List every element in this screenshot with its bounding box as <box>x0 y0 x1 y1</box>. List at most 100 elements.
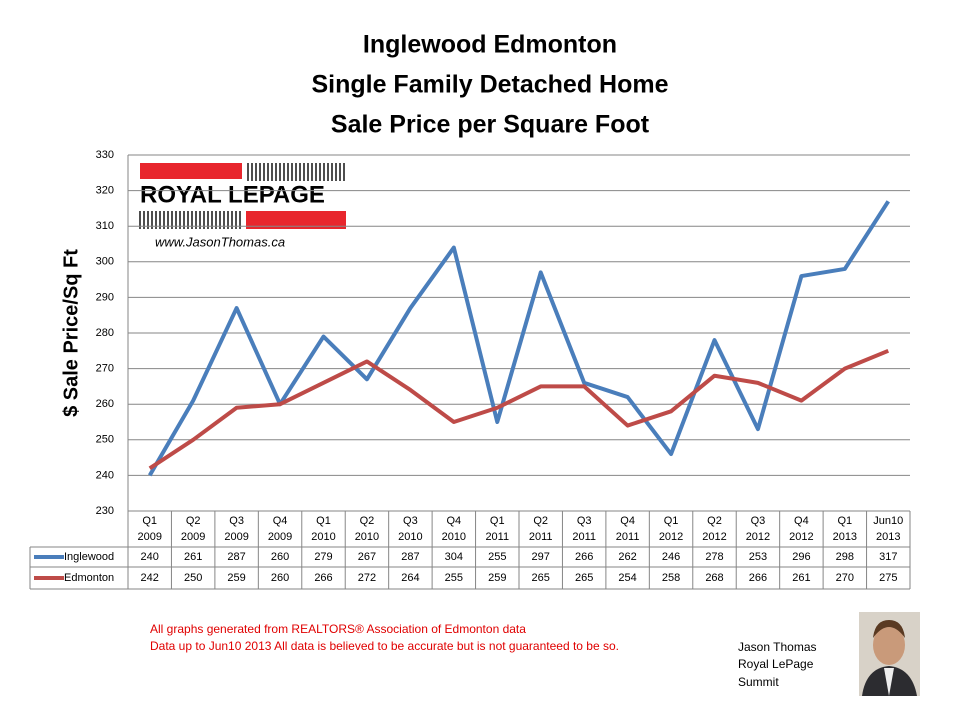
table-value: 270 <box>836 572 854 584</box>
table-value: 268 <box>705 572 723 584</box>
logo-bar <box>140 163 242 179</box>
table-value: 260 <box>271 572 289 584</box>
x-tick-label: 2009 <box>268 531 292 543</box>
x-tick-label: 2012 <box>702 531 726 543</box>
x-tick-label: Q4 <box>273 515 288 527</box>
x-tick-label: Q1 <box>142 515 157 527</box>
chart-title: Sale Price per Square Foot <box>331 111 650 139</box>
y-tick-label: 240 <box>96 469 114 481</box>
footnote: All graphs generated from REALTORS® Asso… <box>150 622 526 636</box>
x-tick-label: 2009 <box>181 531 205 543</box>
table-value: 261 <box>184 551 202 563</box>
x-tick-label: 2009 <box>224 531 248 543</box>
table-value: 253 <box>749 551 767 563</box>
x-tick-label: Q3 <box>229 515 244 527</box>
chart-title: Inglewood Edmonton <box>363 31 617 59</box>
table-value: 259 <box>227 572 245 584</box>
footnote: Data up to Jun10 2013 All data is believ… <box>150 639 619 653</box>
series-line <box>148 348 890 470</box>
x-tick-label: Q4 <box>620 515 635 527</box>
x-tick-label: 2009 <box>137 531 161 543</box>
logo: ROYAL LEPAGE www.JasonThomas.ca <box>139 163 346 249</box>
x-tick-label: 2013 <box>876 531 900 543</box>
x-tick-label: 2012 <box>789 531 813 543</box>
x-tick-label: Q3 <box>751 515 766 527</box>
table-value: 261 <box>792 572 810 584</box>
x-tick-label: 2011 <box>616 531 640 543</box>
x-tick-label: 2012 <box>746 531 770 543</box>
table-value: 246 <box>662 551 680 563</box>
y-tick-label: 320 <box>96 185 114 197</box>
x-tick-label: 2011 <box>485 531 509 543</box>
y-tick-label: 310 <box>96 220 114 232</box>
table-value: 262 <box>618 551 636 563</box>
x-tick-label: 2012 <box>659 531 683 543</box>
x-tick-label: Q2 <box>360 515 375 527</box>
chart-title: Single Family Detached Home <box>311 71 668 99</box>
table-value: 298 <box>836 551 854 563</box>
table-value: 258 <box>662 572 680 584</box>
table-value: 266 <box>575 551 593 563</box>
x-tick-label: 2010 <box>442 531 466 543</box>
legend-label: Inglewood <box>64 551 114 563</box>
signature: Jason Thomas <box>738 640 817 654</box>
table-value: 255 <box>445 572 463 584</box>
x-tick-label: Q1 <box>316 515 331 527</box>
logo-brand: ROYAL LEPAGE <box>140 181 325 208</box>
table-value: 266 <box>314 572 332 584</box>
x-tick-label: 2010 <box>311 531 335 543</box>
table-value: 266 <box>749 572 767 584</box>
x-tick-label: Q3 <box>577 515 592 527</box>
y-tick-label: 270 <box>96 363 114 375</box>
x-tick-label: Jun10 <box>873 515 903 527</box>
y-tick-label: 250 <box>96 434 114 446</box>
y-tick-label: 290 <box>96 291 114 303</box>
x-tick-label: Q1 <box>664 515 679 527</box>
table-value: 264 <box>401 572 419 584</box>
logo-bar <box>246 211 346 229</box>
y-tick-label: 330 <box>96 149 114 161</box>
table-value: 255 <box>488 551 506 563</box>
table-value: 265 <box>575 572 593 584</box>
x-tick-label: 2011 <box>572 531 596 543</box>
photo <box>859 612 920 696</box>
table-value: 275 <box>879 572 897 584</box>
y-tick-label: 230 <box>96 505 114 517</box>
table-value: 267 <box>358 551 376 563</box>
x-tick-label: 2011 <box>529 531 553 543</box>
table-value: 278 <box>705 551 723 563</box>
table-value: 250 <box>184 572 202 584</box>
table-value: 317 <box>879 551 897 563</box>
table-value: 259 <box>488 572 506 584</box>
table-value: 265 <box>532 572 550 584</box>
y-tick-label: 300 <box>96 256 114 268</box>
table-value: 279 <box>314 551 332 563</box>
table-value: 287 <box>401 551 419 563</box>
table-value: 296 <box>792 551 810 563</box>
x-tick-label: Q2 <box>533 515 548 527</box>
x-tick-label: Q4 <box>446 515 461 527</box>
legend-label: Edmonton <box>64 572 114 584</box>
x-tick-label: 2010 <box>398 531 422 543</box>
x-tick-label: Q1 <box>490 515 505 527</box>
table-value: 260 <box>271 551 289 563</box>
logo-barcode <box>139 163 345 229</box>
x-tick-label: 2010 <box>355 531 379 543</box>
table-value: 240 <box>141 551 159 563</box>
series-line <box>147 200 890 477</box>
x-tick-label: Q1 <box>837 515 852 527</box>
x-tick-label: Q3 <box>403 515 418 527</box>
table-value: 304 <box>445 551 463 563</box>
y-tick-label: 260 <box>96 398 114 410</box>
x-tick-label: Q2 <box>186 515 201 527</box>
y-tick-label: 280 <box>96 327 114 339</box>
signature: Royal LePage <box>738 657 814 671</box>
x-tick-label: Q2 <box>707 515 722 527</box>
table-value: 297 <box>532 551 550 563</box>
table-value: 272 <box>358 572 376 584</box>
signature: Summit <box>738 675 779 689</box>
x-tick-label: Q4 <box>794 515 809 527</box>
table-value: 254 <box>618 572 636 584</box>
x-tick-label: 2013 <box>833 531 857 543</box>
